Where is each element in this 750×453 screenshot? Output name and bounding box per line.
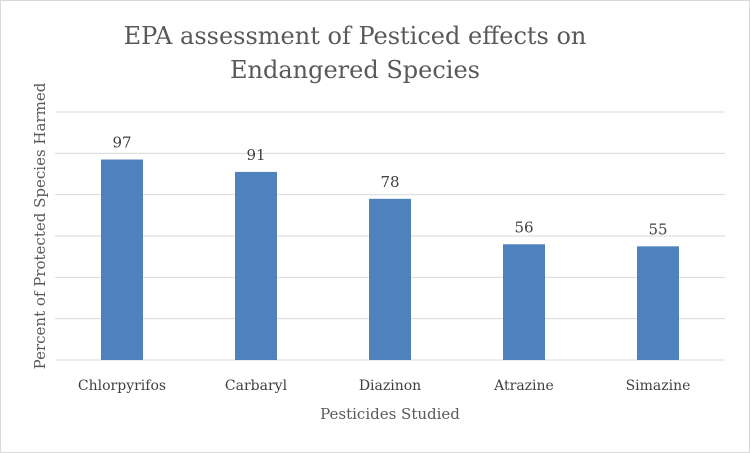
x-tick-labels: Chlorpyrifos Carbaryl Diazinon Atrazine Sima… (78, 378, 691, 394)
data-label-atrazine: 56 (514, 218, 533, 236)
x-tick-label-chlorpyrifos: Chlorpyrifos (78, 378, 166, 394)
gridlines (55, 111, 725, 361)
bar-chlorpyrifos (101, 159, 143, 360)
data-label-carbaryl: 91 (246, 146, 265, 164)
bars (101, 159, 679, 360)
x-axis-title: Pesticides Studied (320, 405, 460, 423)
bar-diazinon (369, 198, 411, 360)
x-tick-label-diazinon: Diazinon (359, 378, 421, 394)
chart-title-line-1: EPA assessment of Pesticed effects on (124, 22, 587, 50)
y-axis-title: Percent of Protected Species Harmed (31, 82, 49, 369)
data-label-diazinon: 78 (380, 173, 399, 191)
bar-simazine (637, 246, 679, 360)
bar-atrazine (503, 244, 545, 360)
data-label-chlorpyrifos: 97 (112, 134, 131, 152)
chart-title-line-2: Endangered Species (230, 56, 480, 84)
bar-carbaryl (235, 171, 277, 360)
data-labels: 97 91 78 56 55 (112, 134, 667, 239)
data-label-simazine: 55 (648, 220, 667, 238)
x-tick-label-carbaryl: Carbaryl (225, 378, 288, 394)
x-tick-label-atrazine: Atrazine (493, 378, 554, 394)
x-tick-label-simazine: Simazine (626, 378, 691, 394)
